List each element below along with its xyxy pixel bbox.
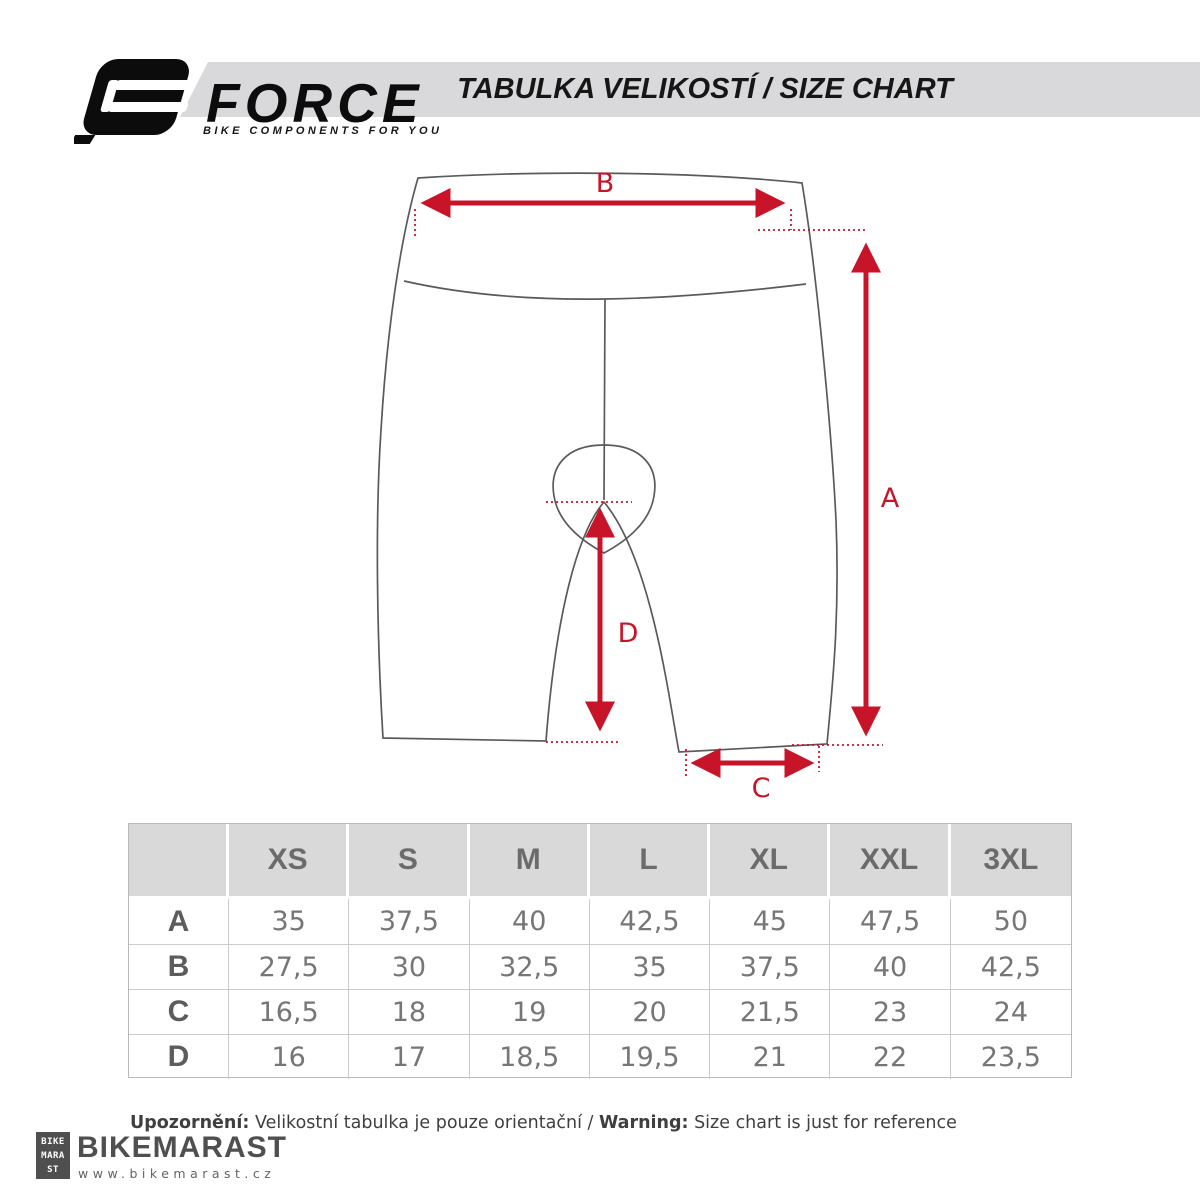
table-corner-cell	[129, 824, 229, 899]
row-label-c: C	[129, 989, 229, 1034]
size-value-cell: 18,5	[469, 1034, 590, 1079]
row-label-d: D	[129, 1034, 229, 1079]
size-value-cell: 47,5	[830, 899, 951, 944]
size-value-cell: 17	[349, 1034, 470, 1079]
size-value-cell: 24	[950, 989, 1071, 1034]
size-value-cell: 23,5	[950, 1034, 1071, 1079]
dimension-label-a: A	[881, 483, 900, 514]
bikemarast-url: www.bikemarast.cz	[78, 1166, 276, 1181]
bikemarast-logo-text: BIKEMARAST	[77, 1131, 287, 1164]
size-column-header-s: S	[349, 824, 470, 899]
size-value-cell: 42,5	[950, 944, 1071, 989]
size-table: XS S M L XL XXL 3XL A 35 37,5 40 42,5 45…	[128, 823, 1072, 1079]
force-logo-text: FORCE	[206, 72, 424, 134]
size-value-cell: 21,5	[710, 989, 831, 1034]
size-column-header-m: M	[469, 824, 590, 899]
size-value-cell: 22	[830, 1034, 951, 1079]
size-value-cell: 20	[589, 989, 711, 1034]
size-value-cell: 30	[349, 944, 470, 989]
size-value-cell: 35	[229, 899, 350, 944]
icon-line: ST	[47, 1164, 59, 1175]
size-column-header-xl: XL	[710, 824, 831, 899]
icon-line: MARA	[41, 1150, 65, 1161]
dimension-label-c: C	[752, 773, 771, 804]
size-column-header-l: L	[589, 824, 711, 899]
force-logo-icon	[74, 59, 195, 144]
size-value-cell: 32,5	[469, 944, 590, 989]
force-logo-tagline: BIKE COMPONENTS FOR YOU	[203, 125, 443, 137]
size-column-header-xxl: XXL	[830, 824, 951, 899]
dimension-label-d: D	[618, 618, 639, 649]
note-cz-label: Upozornění:	[130, 1113, 250, 1133]
size-value-cell: 37,5	[349, 899, 470, 944]
bikemarast-logo-icon: BIKE MARA ST	[36, 1132, 70, 1179]
note-en-text: Size chart is just for reference	[688, 1113, 957, 1133]
size-value-cell: 16	[229, 1034, 350, 1079]
reference-note: Upozornění: Velikostní tabulka je pouze …	[130, 1113, 957, 1133]
size-value-cell: 16,5	[229, 989, 350, 1034]
page-title: TABULKA VELIKOSTÍ / SIZE CHART	[457, 73, 953, 105]
row-label-b: B	[129, 944, 229, 989]
size-column-header-xs: XS	[229, 824, 350, 899]
size-value-cell: 18	[349, 989, 470, 1034]
shorts-outline	[376, 172, 838, 753]
size-value-cell: 19	[469, 989, 590, 1034]
size-value-cell: 35	[589, 944, 711, 989]
size-value-cell: 23	[830, 989, 951, 1034]
size-value-cell: 37,5	[710, 944, 831, 989]
size-value-cell: 21	[710, 1034, 831, 1079]
icon-line: BIKE	[41, 1136, 65, 1147]
size-column-header-3xl: 3XL	[950, 824, 1071, 899]
row-label-a: A	[129, 899, 229, 944]
dimension-guides	[414, 209, 883, 777]
size-value-cell: 19,5	[589, 1034, 711, 1079]
note-cz-text: Velikostní tabulka je pouze orientační /	[249, 1113, 599, 1133]
size-value-cell: 40	[470, 899, 590, 944]
size-value-cell: 42,5	[590, 899, 711, 944]
title-band	[180, 62, 1200, 117]
size-value-cell: 50	[993, 906, 1029, 937]
dimension-label-b: B	[596, 168, 615, 199]
size-value-cell: 45	[710, 899, 831, 944]
size-value-cell: 40	[830, 944, 951, 989]
note-en-label: Warning:	[598, 1113, 689, 1133]
size-value-cell: 27,5	[229, 944, 350, 989]
